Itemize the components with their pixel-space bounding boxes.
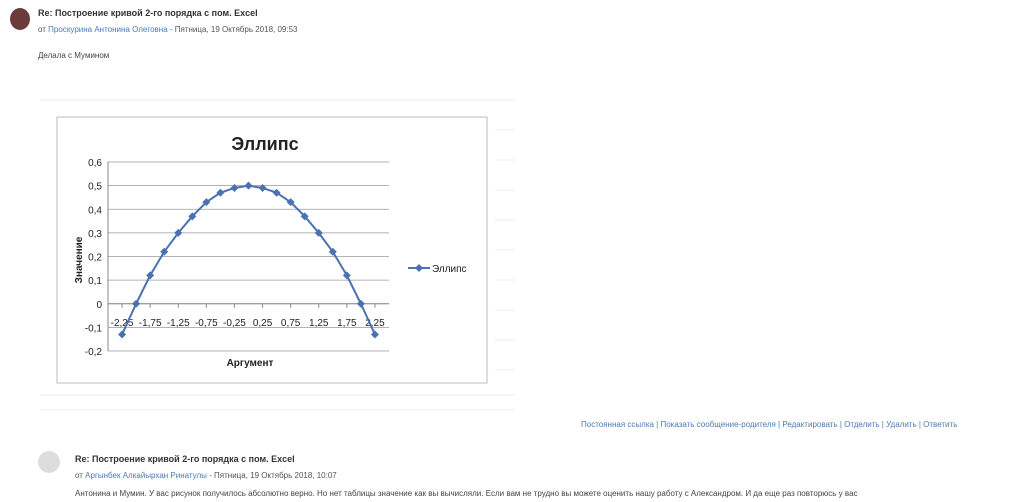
data-point [202,198,211,207]
legend-marker [415,264,423,272]
post-byline: от Аргынбек Алкайырхан Ринатулы - Пятниц… [75,471,337,480]
data-point [300,212,309,221]
post-byline: от Проскурина Антонина Олеговна - Пятниц… [38,25,297,34]
y-tick-label: 0,4 [88,205,102,216]
by-prefix: от [75,471,83,480]
author-link[interactable]: Аргынбек Алкайырхан Ринатулы [85,471,207,480]
sheet-grid [40,99,515,411]
x-axis-label: Аргумент [227,358,274,369]
data-point [272,188,281,197]
x-tick-label: 1,75 [337,318,357,329]
data-point [132,299,141,308]
post-body: Антонина и Мумин. У вас рисунок получило… [75,489,858,498]
y-axis-label: Значение [74,236,85,283]
x-tick-label: 0,25 [253,318,273,329]
x-tick-label: 0,75 [281,318,301,329]
y-tick-label: 0,2 [88,253,102,264]
by-prefix: от [38,25,46,34]
y-tick-label: 0,5 [88,182,102,193]
x-tick-label: 2,25 [365,318,385,329]
data-point [118,330,127,339]
post-date: - Пятница, 19 Октябрь 2018, 10:07 [209,471,337,480]
data-point [188,212,197,221]
x-tick-label: 1,25 [309,318,329,329]
y-tick-label: -0,1 [85,323,103,334]
chart-image: Эллипс Значение Аргумент 0,6 0,5 0,4 0,3 0,2… [40,99,515,411]
post-title: Re: Построение кривой 2-го порядка с пом… [75,454,295,464]
data-point [146,271,155,280]
avatar [38,451,60,473]
avatar [10,8,30,30]
post-title: Re: Построение кривой 2-го порядка с пом… [38,8,258,18]
x-tick-label: -0,25 [223,318,246,329]
post-actions[interactable]: Постоянная ссылка | Показать сообщение-р… [581,420,958,429]
plot-area: 0,6 0,5 0,4 0,3 0,2 0,1 0 -0,1 -0,2 -2,25 -1,75 -1,… [85,158,467,358]
data-point [174,228,183,237]
data-point [342,271,351,280]
legend-label: Эллипс [432,264,467,275]
x-tick-label: -2,25 [111,318,134,329]
y-tick-label: 0,6 [88,158,102,169]
y-tick-label: 0,3 [88,229,102,240]
x-tick-label: -0,75 [195,318,218,329]
y-tick-label: 0 [96,300,102,311]
data-point [258,183,267,192]
data-point [356,299,365,308]
post-date: - Пятница, 19 Октябрь 2018, 09:53 [169,25,298,34]
data-point [314,228,323,237]
data-point [216,188,225,197]
post-body: Делала с Мумином [38,51,110,60]
data-point [230,183,239,192]
y-tick-label: 0,1 [88,276,102,287]
chart-title: Эллипс [231,134,298,154]
y-tick-label: -0,2 [85,347,103,358]
x-tick-label: -1,75 [139,318,162,329]
data-point [286,198,295,207]
data-point [328,247,337,256]
data-point [244,181,253,190]
chart-frame [56,116,488,384]
author-link[interactable]: Проскурина Антонина Олеговна [48,25,168,34]
data-point [370,330,379,339]
x-tick-label: -1,25 [167,318,190,329]
data-point [160,247,169,256]
